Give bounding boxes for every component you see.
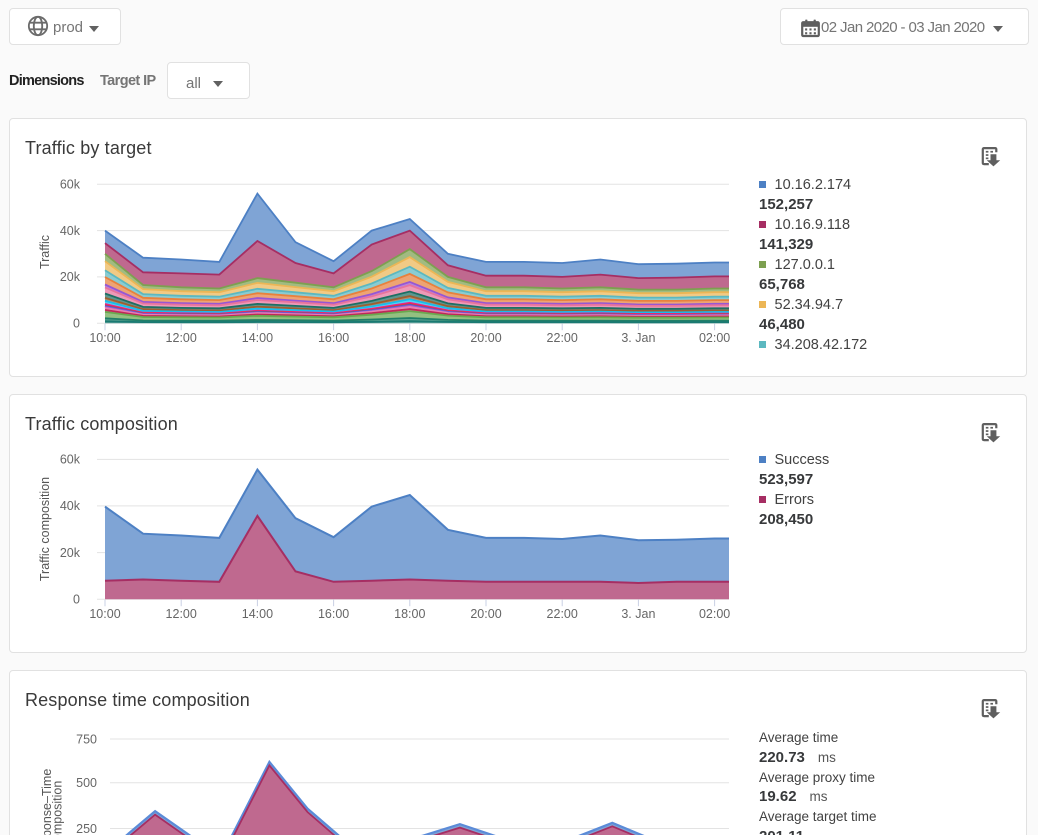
- svg-text:20:00: 20:00: [470, 331, 501, 345]
- svg-text:18:00: 18:00: [394, 607, 425, 621]
- svg-text:02:00: 02:00: [699, 607, 730, 621]
- svg-text:14:00: 14:00: [242, 331, 273, 345]
- svg-text:12:00: 12:00: [166, 331, 197, 345]
- svg-text:22:00: 22:00: [547, 607, 578, 621]
- svg-text:60k: 60k: [60, 453, 81, 467]
- svg-text:12:00: 12:00: [166, 607, 197, 621]
- svg-text:40k: 40k: [60, 499, 81, 513]
- svg-text:20k: 20k: [60, 546, 81, 560]
- svg-text:3. Jan: 3. Jan: [621, 607, 655, 621]
- svg-text:20:00: 20:00: [470, 607, 501, 621]
- svg-text:14:00: 14:00: [242, 607, 273, 621]
- svg-text:3. Jan: 3. Jan: [621, 331, 655, 345]
- svg-text:22:00: 22:00: [547, 331, 578, 345]
- svg-text:16:00: 16:00: [318, 607, 349, 621]
- svg-text:composition: composition: [51, 781, 65, 835]
- svg-text:18:00: 18:00: [394, 331, 425, 345]
- svg-text:10:00: 10:00: [89, 331, 120, 345]
- svg-text:0: 0: [73, 593, 80, 607]
- svg-text:10:00: 10:00: [89, 607, 120, 621]
- svg-text:500: 500: [76, 776, 97, 790]
- svg-text:02:00: 02:00: [699, 331, 730, 345]
- svg-text:40k: 40k: [60, 224, 81, 238]
- svg-text:16:00: 16:00: [318, 331, 349, 345]
- svg-text:750: 750: [76, 732, 97, 746]
- svg-text:0: 0: [73, 317, 80, 331]
- svg-text:20k: 20k: [60, 270, 81, 284]
- svg-text:250: 250: [76, 822, 97, 835]
- svg-text:Traffic: Traffic: [38, 235, 52, 269]
- svg-text:60k: 60k: [60, 178, 81, 192]
- svg-text:Traffic composition: Traffic composition: [38, 477, 52, 581]
- svg-text:Response–Time: Response–Time: [40, 769, 54, 835]
